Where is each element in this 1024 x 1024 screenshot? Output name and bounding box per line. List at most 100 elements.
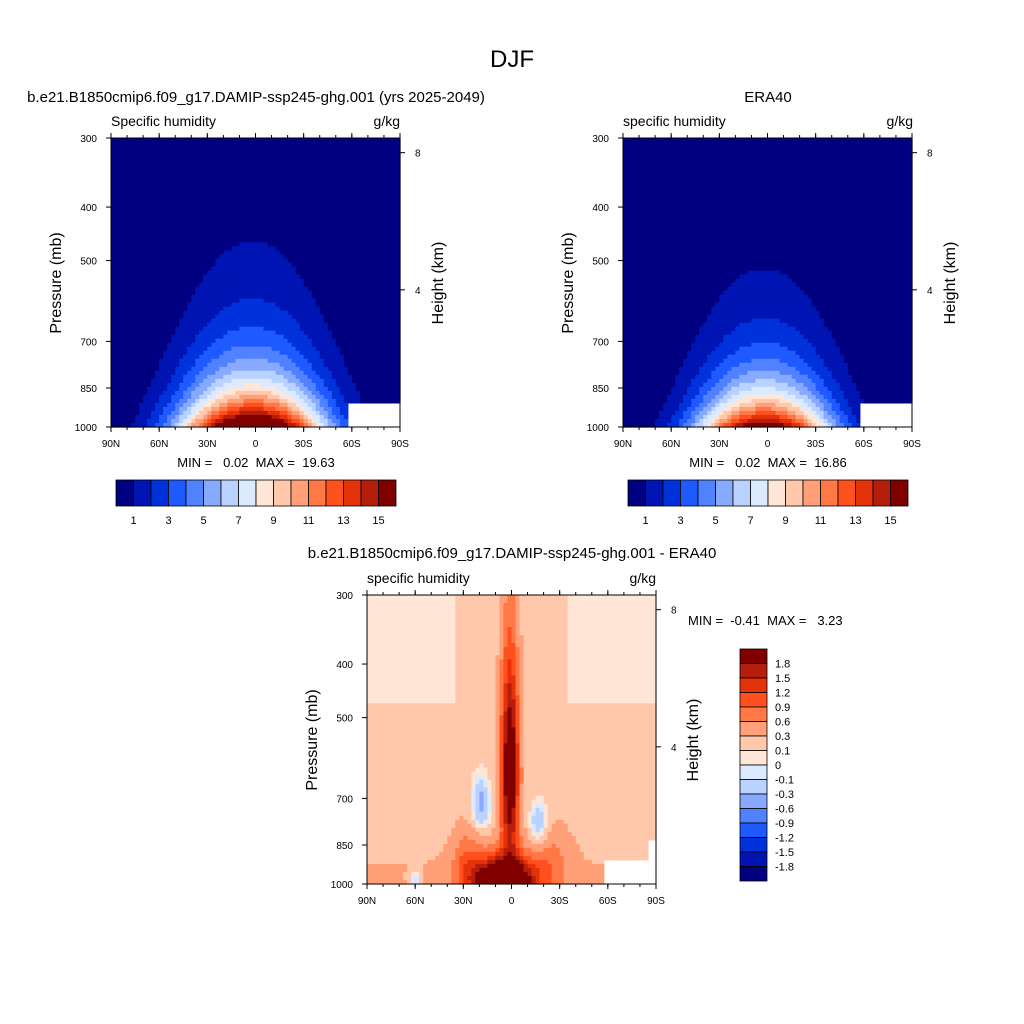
contour-cell [179, 386, 184, 392]
contour-cell [139, 406, 144, 412]
contour-cell [315, 138, 321, 143]
contour-cell [267, 174, 273, 179]
contour-cell [371, 154, 377, 159]
contour-cell [239, 198, 245, 203]
contour-cell [155, 382, 160, 388]
contour-cell [259, 146, 265, 151]
contour-cell [287, 362, 293, 368]
contour-cell [163, 306, 168, 312]
contour-cell [163, 362, 168, 368]
contour-cell [175, 350, 180, 356]
contour-cell [127, 278, 132, 284]
contour-cell [251, 186, 257, 191]
contour-cell [123, 198, 128, 203]
contour-cell [127, 230, 132, 235]
contour-cell [279, 386, 285, 392]
contour-cell [151, 294, 156, 300]
contour-cell [167, 190, 172, 195]
contour-cell [123, 326, 128, 332]
contour-cell [391, 366, 397, 372]
contour-cell [131, 166, 136, 171]
contour-cell [227, 194, 233, 199]
contour-cell [339, 258, 345, 264]
contour-cell [211, 254, 216, 260]
contour-cell [267, 298, 273, 304]
contour-cell [171, 334, 176, 340]
contour-cell [151, 202, 156, 207]
contour-cell [343, 166, 349, 171]
contour-cell [179, 406, 184, 412]
contour-cell [179, 230, 184, 235]
contour-cell [223, 210, 228, 215]
contour-cell [179, 206, 184, 211]
contour-cell [347, 194, 353, 199]
contour-cell [299, 222, 305, 227]
contour-cell [207, 210, 212, 215]
contour-cell [259, 186, 265, 191]
contour-cell [375, 210, 381, 215]
contour-cell [243, 346, 249, 352]
contour-cell [111, 318, 116, 324]
contour-cell [139, 142, 144, 147]
contour-cell [331, 354, 337, 360]
contour-cell [131, 342, 136, 348]
contour-cell [175, 374, 180, 380]
contour-cell [139, 414, 144, 420]
contour-cell [359, 150, 365, 155]
contour-cell [159, 206, 164, 211]
contour-cell [227, 386, 233, 392]
contour-cell [335, 286, 341, 292]
contour-cell [163, 410, 168, 416]
contour-cell [219, 270, 224, 276]
contour-cell [139, 286, 144, 292]
contour-cell [195, 322, 200, 328]
contour-cell [375, 246, 381, 251]
contour-cell [115, 202, 120, 207]
contour-cell [279, 302, 285, 308]
contour-cell [391, 394, 397, 400]
contour-cell [267, 230, 273, 235]
contour-cell [227, 370, 233, 376]
contour-cell [347, 278, 353, 284]
contour-cell [355, 386, 361, 392]
contour-cell [315, 402, 321, 408]
contour-cell [159, 250, 164, 255]
contour-cell [263, 206, 269, 211]
contour-cell [223, 394, 228, 400]
contour-cell [295, 318, 301, 324]
contour-cell [187, 366, 192, 372]
contour-cell [183, 250, 188, 255]
contour-cell [351, 222, 357, 227]
contour-cell [291, 182, 297, 187]
contour-cell [139, 202, 144, 207]
contour-cell [359, 222, 365, 227]
contour-cell [391, 194, 397, 199]
contour-cell [375, 174, 381, 179]
contour-cell [227, 186, 233, 191]
contour-cell [147, 170, 152, 175]
contour-cell [311, 222, 317, 227]
contour-cell [123, 186, 128, 191]
contour-cell [379, 174, 385, 179]
contour-cell [379, 390, 385, 396]
contour-cell [203, 234, 208, 239]
contour-cell [287, 382, 293, 388]
contour-cell [151, 218, 156, 223]
contour-cell [339, 182, 345, 187]
contour-cell [295, 310, 301, 316]
contour-cell [219, 382, 224, 388]
contour-cell [195, 194, 200, 199]
contour-cell [135, 366, 140, 372]
contour-cell [219, 286, 224, 292]
contour-cell [375, 398, 381, 404]
panel-title: b.e21.B1850cmip6.f09_g17.DAMIP-ssp245-gh… [27, 89, 485, 106]
contour-cell [163, 314, 168, 320]
contour-cell [239, 270, 245, 276]
contour-cell [351, 314, 357, 320]
contour-cell [123, 166, 128, 171]
contour-cell [287, 270, 293, 276]
contour-cell [247, 158, 253, 163]
contour-cell [267, 302, 273, 308]
contour-cell [287, 282, 293, 288]
contour-cell [263, 410, 269, 416]
